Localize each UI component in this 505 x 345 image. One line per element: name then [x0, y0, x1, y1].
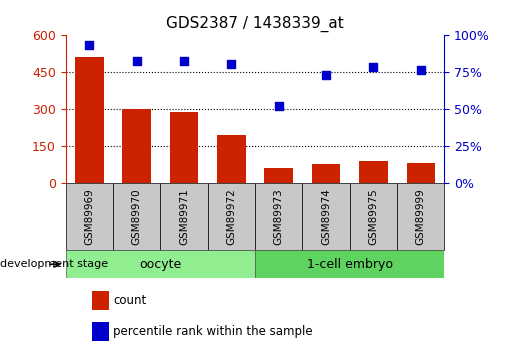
Bar: [66, 250, 255, 278]
Bar: [407, 163, 435, 183]
Point: [85, 42, 93, 48]
Point: [417, 67, 425, 73]
Bar: [265, 168, 293, 183]
Text: GSM89999: GSM89999: [416, 188, 426, 245]
Bar: [302, 183, 349, 250]
Text: GSM89970: GSM89970: [132, 188, 142, 245]
Bar: [92, 291, 109, 310]
Bar: [92, 322, 109, 341]
Bar: [170, 112, 198, 183]
Point: [275, 103, 283, 108]
Bar: [208, 183, 255, 250]
Bar: [123, 109, 151, 183]
Text: 1-cell embryo: 1-cell embryo: [307, 258, 393, 271]
Text: count: count: [113, 294, 146, 307]
Bar: [255, 183, 302, 250]
Text: development stage: development stage: [0, 259, 108, 269]
Text: percentile rank within the sample: percentile rank within the sample: [113, 325, 313, 338]
Text: GSM89974: GSM89974: [321, 188, 331, 245]
Point: [227, 61, 235, 67]
Bar: [75, 57, 104, 183]
Bar: [217, 135, 245, 183]
Point: [133, 58, 141, 64]
Bar: [397, 183, 444, 250]
Text: oocyte: oocyte: [139, 258, 181, 271]
Bar: [113, 183, 161, 250]
Bar: [312, 164, 340, 183]
Text: GSM89972: GSM89972: [226, 188, 236, 245]
Bar: [66, 183, 113, 250]
Point: [180, 58, 188, 64]
Text: GSM89969: GSM89969: [84, 188, 94, 245]
Point: [322, 72, 330, 77]
Text: GSM89973: GSM89973: [274, 188, 284, 245]
Title: GDS2387 / 1438339_at: GDS2387 / 1438339_at: [166, 16, 344, 32]
Bar: [255, 250, 444, 278]
Bar: [359, 161, 388, 183]
Bar: [349, 183, 397, 250]
Bar: [161, 183, 208, 250]
Text: GSM89971: GSM89971: [179, 188, 189, 245]
Text: GSM89975: GSM89975: [368, 188, 378, 245]
Point: [369, 65, 377, 70]
